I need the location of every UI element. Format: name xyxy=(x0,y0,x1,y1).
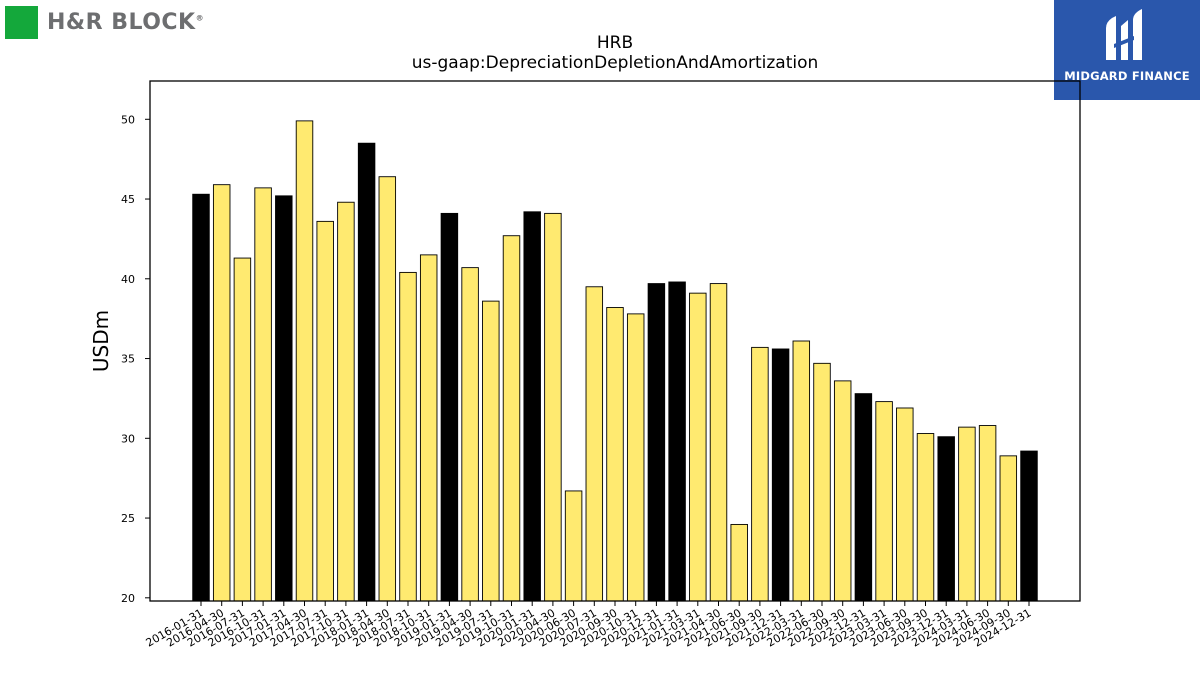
y-axis-label: USDm xyxy=(89,310,113,372)
plot-frame xyxy=(149,80,1081,602)
bar-2022-09-30 xyxy=(833,380,852,602)
y-axis: 20 25 30 35 40 45 50 xyxy=(121,113,150,605)
bar-2021-01-31 xyxy=(668,281,686,602)
chart-subtitle: us-gaap:DepreciationDepletionAndAmortiza… xyxy=(412,53,819,73)
bar-2016-07-31 xyxy=(233,257,252,602)
bar-2023-06-30 xyxy=(896,407,914,602)
bar-2023-12-31 xyxy=(937,436,955,602)
bar-2019-07-31 xyxy=(482,300,500,602)
chart-title: HRB xyxy=(597,33,633,53)
bar-2020-09-30 xyxy=(606,307,624,602)
y-tick-label: 45 xyxy=(121,193,135,206)
bar-2023-09-30 xyxy=(916,433,935,602)
y-tick-label: 50 xyxy=(121,113,135,126)
bar-2016-01-31 xyxy=(192,193,210,602)
bar-2017-01-31 xyxy=(275,195,293,602)
bar-2020-06-30 xyxy=(564,490,583,602)
bar-2016-10-31 xyxy=(254,187,272,602)
midgard-finance-logo-text: MIDGARD FINANCE xyxy=(1064,69,1190,83)
hr-block-logo-square xyxy=(5,5,38,39)
bar-2024-03-31 xyxy=(958,426,976,602)
bars-group xyxy=(192,120,1038,602)
hr-block-logo-text: H&R BLOCK® xyxy=(47,9,205,35)
bar-2021-03-31 xyxy=(689,292,707,602)
midgard-finance-logo: MIDGARD FINANCE xyxy=(1054,0,1200,100)
bar-2019-01-31 xyxy=(440,212,459,602)
y-tick-label: 40 xyxy=(121,273,135,286)
bar-2020-04-30 xyxy=(544,212,562,602)
bar-2018-01-31 xyxy=(357,142,376,602)
bar-2019-10-31 xyxy=(502,235,521,602)
bar-2020-10-31 xyxy=(626,313,645,602)
y-tick-label: 20 xyxy=(121,592,135,605)
bar-2020-12-31 xyxy=(647,283,666,602)
bar-2021-06-30 xyxy=(730,523,748,602)
bar-2024-09-30 xyxy=(999,455,1018,602)
x-axis: 2016-01-312016-04-302016-07-312016-10-31… xyxy=(144,601,1034,650)
hr-block-logo: H&R BLOCK® xyxy=(5,5,204,39)
bar-2024-06-30 xyxy=(978,425,997,602)
bar-2019-04-30 xyxy=(461,267,479,602)
bar-2020-07-31 xyxy=(585,286,604,602)
midgard-finance-logo-mark xyxy=(1106,9,1142,60)
bar-2024-12-31 xyxy=(1020,450,1038,602)
bar-2023-03-31 xyxy=(875,401,893,602)
bar-2017-10-31 xyxy=(337,201,355,602)
bar-2022-06-30 xyxy=(813,362,831,602)
bar-2022-03-31 xyxy=(792,340,811,602)
bar-2021-09-30 xyxy=(751,346,769,602)
y-tick-label: 30 xyxy=(121,432,135,445)
bar-2017-04-30 xyxy=(295,120,314,602)
bar-2018-04-30 xyxy=(378,176,397,602)
y-tick-label: 25 xyxy=(121,512,135,525)
bar-2021-04-30 xyxy=(709,283,728,602)
bar-2022-12-31 xyxy=(854,393,873,602)
bar-2018-10-31 xyxy=(419,254,438,602)
bar-2020-01-31 xyxy=(523,211,541,602)
bar-2018-07-31 xyxy=(399,271,417,602)
bar-2017-07-31 xyxy=(316,220,334,602)
bar-2016-04-30 xyxy=(212,184,231,602)
y-tick-label: 35 xyxy=(121,353,135,366)
bar-2021-12-31 xyxy=(771,348,790,602)
